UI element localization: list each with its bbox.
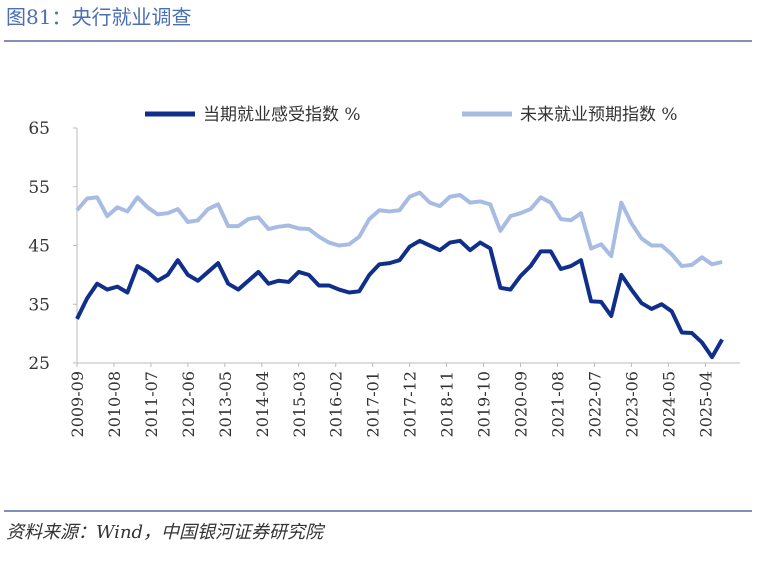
series-line bbox=[75, 190, 723, 269]
x-tick-label: 2017-01 bbox=[364, 371, 383, 437]
x-tick-label: 2010-08 bbox=[105, 371, 124, 437]
x-tick-label: 2022-07 bbox=[585, 371, 604, 437]
x-tick-label: 2018-11 bbox=[438, 371, 457, 437]
x-tick-label: 2021-08 bbox=[548, 371, 567, 437]
y-tick-label: 65 bbox=[28, 119, 50, 139]
x-tick-label: 2020-09 bbox=[512, 371, 531, 437]
x-tick-label: 2013-05 bbox=[216, 371, 235, 437]
x-tick-label: 2024-05 bbox=[659, 371, 678, 437]
legend-label: 未来就业预期指数 % bbox=[520, 105, 678, 125]
legend-label: 当期就业感受指数 % bbox=[203, 105, 361, 125]
x-tick-label: 2023-06 bbox=[622, 371, 641, 437]
x-tick-label: 2017-12 bbox=[401, 371, 420, 437]
y-tick-label: 45 bbox=[28, 237, 50, 257]
figure-title: 图81：央行就业调查 bbox=[6, 5, 191, 29]
y-tick-label: 25 bbox=[28, 354, 50, 374]
source-note: 资料来源：Wind，中国银河证券研究院 bbox=[6, 522, 326, 543]
series-line bbox=[75, 238, 724, 360]
x-tick-label: 2011-07 bbox=[142, 371, 161, 437]
x-tick-label: 2016-02 bbox=[327, 371, 346, 437]
x-tick-label: 2015-03 bbox=[290, 371, 309, 437]
y-tick-label: 35 bbox=[28, 295, 50, 315]
x-tick-label: 2025-04 bbox=[696, 371, 715, 437]
x-tick-label: 2009-09 bbox=[68, 371, 87, 437]
x-tick-label: 2019-10 bbox=[475, 371, 494, 437]
x-tick-label: 2014-04 bbox=[253, 371, 272, 437]
x-tick-label: 2012-06 bbox=[179, 371, 198, 437]
y-tick-label: 55 bbox=[28, 178, 50, 198]
